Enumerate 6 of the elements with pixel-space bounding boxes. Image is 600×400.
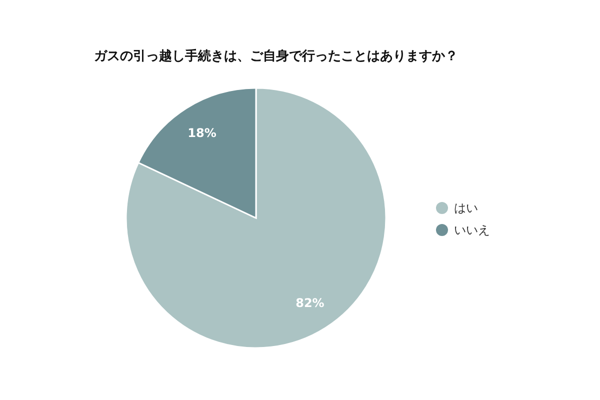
pie-slice <box>125 87 387 349</box>
legend-label: いいえ <box>454 223 490 237</box>
data-label: 18% <box>188 126 216 140</box>
legend-label: はい <box>454 201 478 215</box>
data-label: 82% <box>296 296 324 310</box>
chart-title: ガスの引っ越し手続きは、ご自身で行ったことはありますか？ <box>94 48 458 64</box>
